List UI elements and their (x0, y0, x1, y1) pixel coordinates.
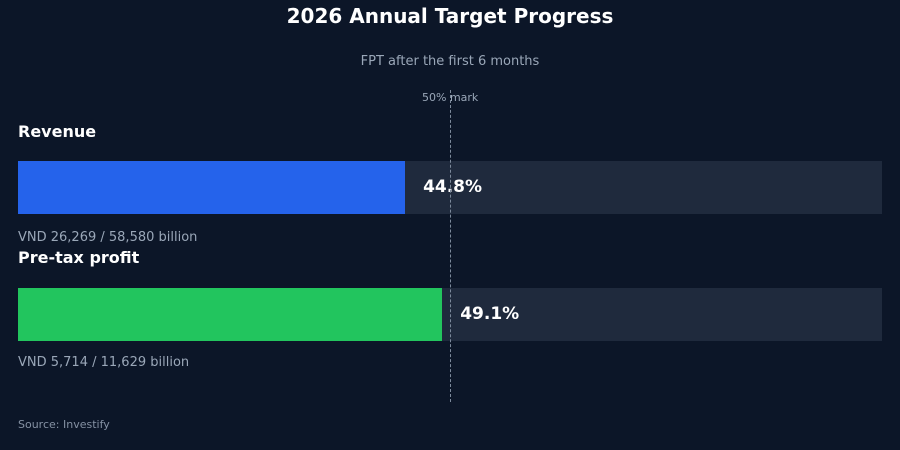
chart-subtitle: FPT after the first 6 months (360, 54, 540, 69)
detail-revenue: VND 26,269 / 58,580 billion (18, 230, 198, 245)
source-note: Source: Investify (18, 418, 110, 431)
detail-pretax-profit: VND 5,714 / 11,629 billion (18, 355, 190, 370)
chart-title: 2026 Annual Target Progress (286, 4, 614, 28)
progress-bar-revenue (18, 161, 406, 214)
metric-label-pretax-profit: Pre-tax profit (18, 248, 140, 267)
percent-label-pretax-profit: 49.1% (460, 304, 520, 324)
metric-label-revenue: Revenue (18, 122, 97, 141)
progress-bar-pretax-profit (18, 288, 443, 341)
percent-label-revenue: 44.8% (423, 177, 483, 197)
reference-line-50 (450, 90, 451, 402)
